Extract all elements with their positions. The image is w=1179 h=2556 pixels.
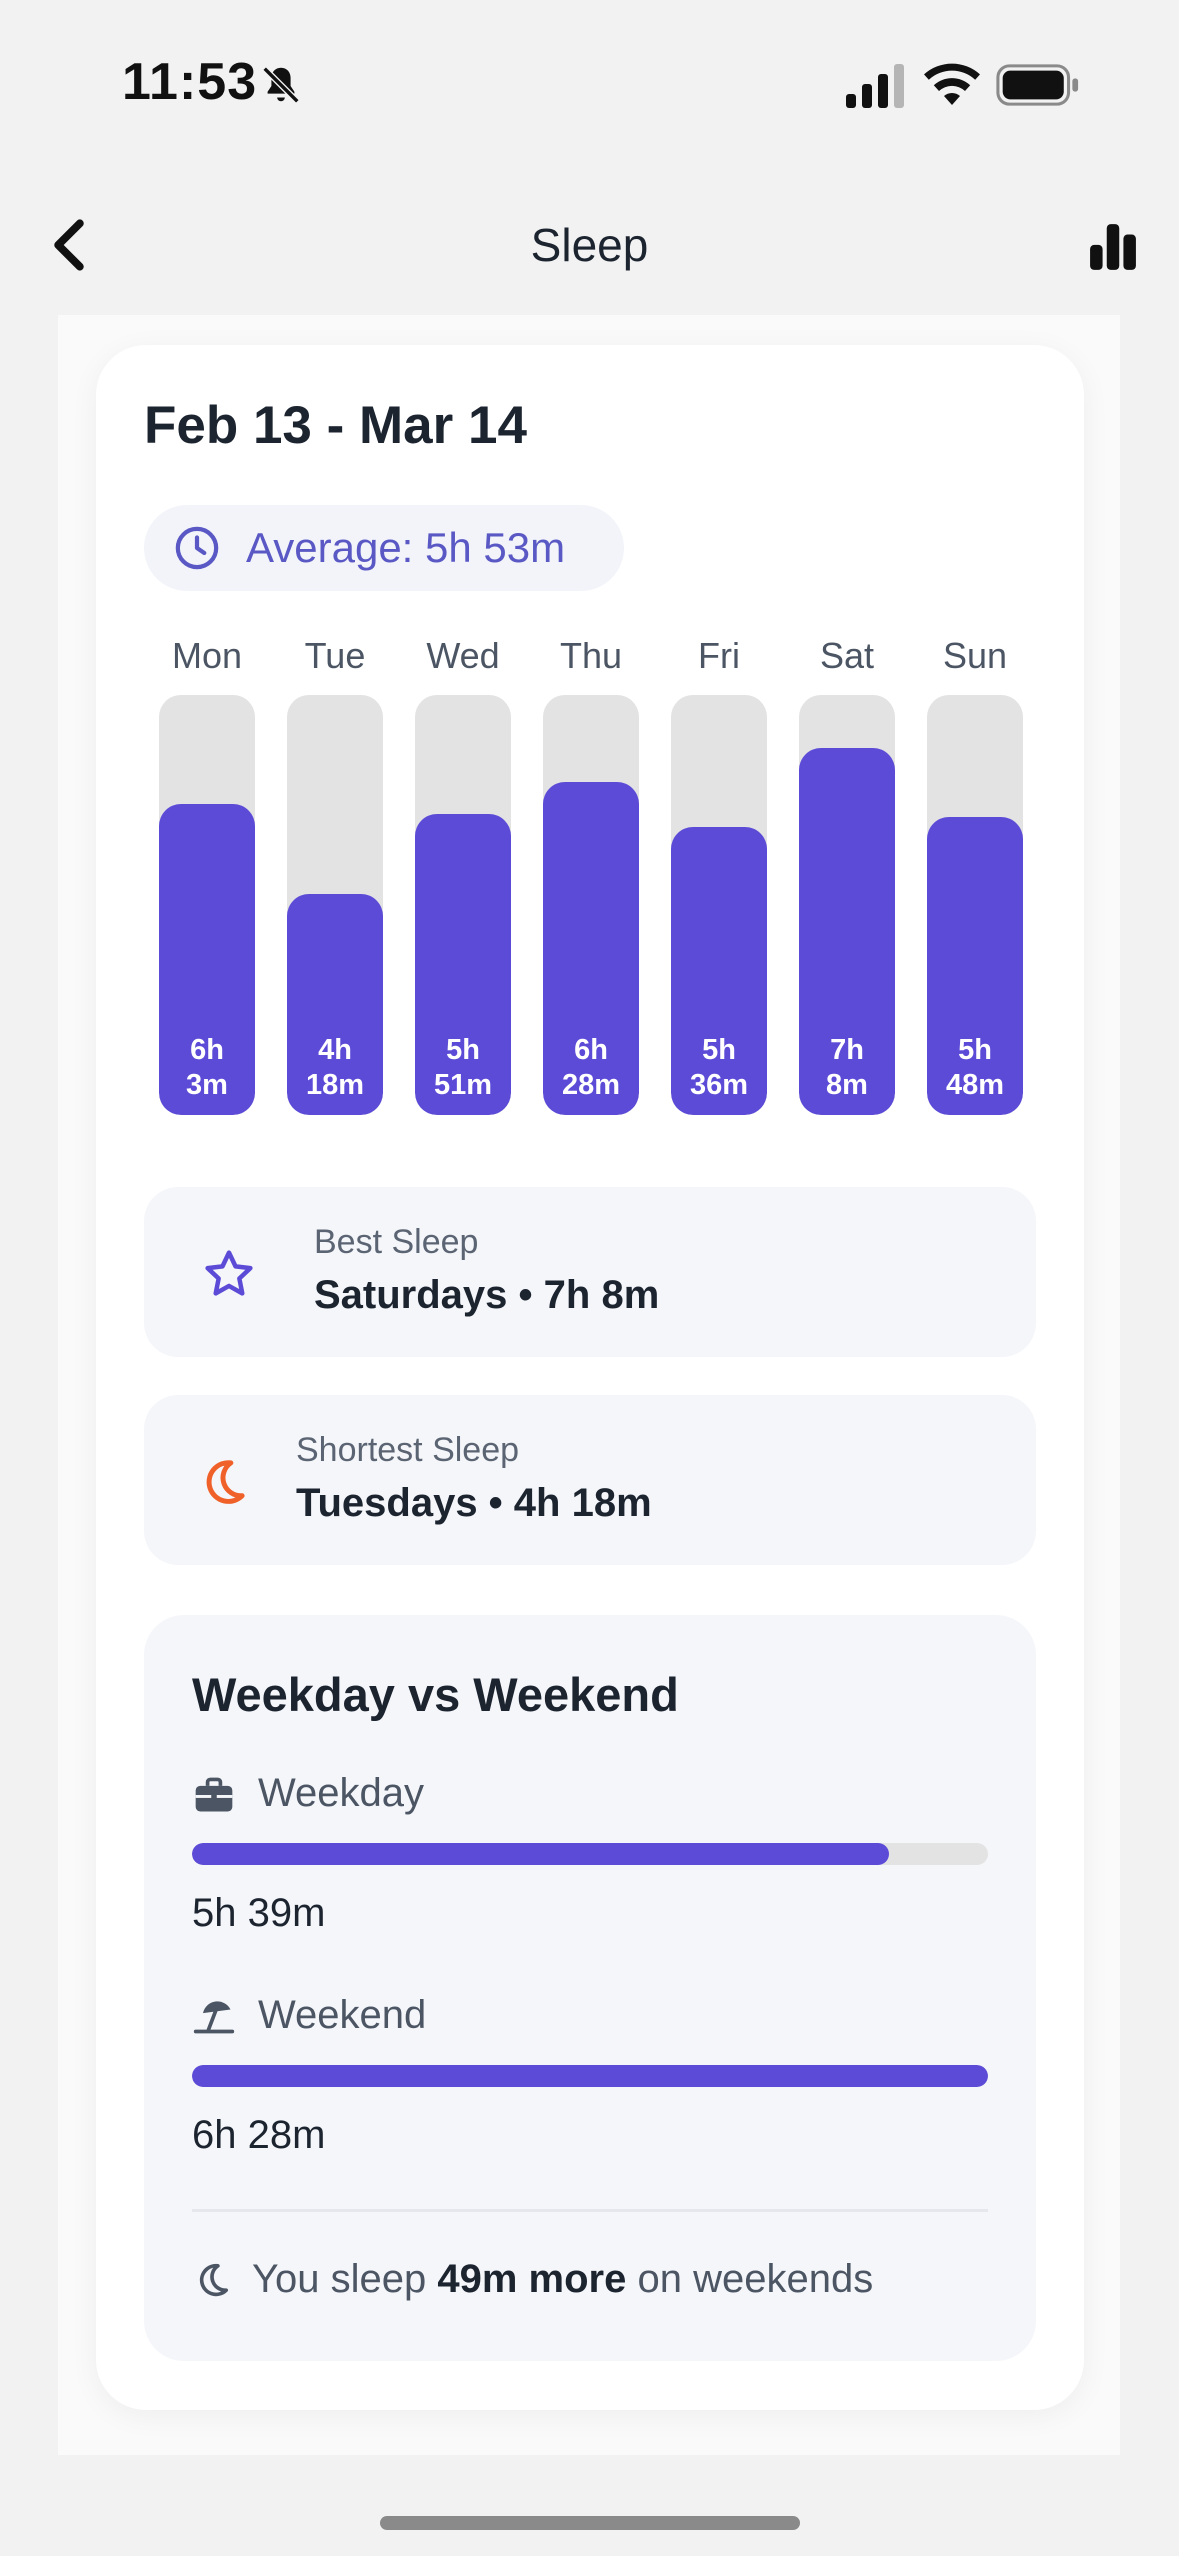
- status-time: 11:53: [122, 53, 258, 111]
- divider: [192, 2209, 988, 2212]
- weekend-label: Weekend: [258, 1993, 427, 2037]
- moon-icon: [199, 2263, 229, 2296]
- chart-bar-track: 5h 36m: [671, 695, 767, 1115]
- clock-icon: [175, 526, 219, 570]
- weekday-vs-weekend-card: Weekday vs Weekend Weekday 5h 39m Weeken…: [144, 1615, 1036, 2361]
- moon-icon: [206, 1460, 245, 1504]
- average-text: Average: 5h 53m: [246, 524, 566, 571]
- chart-day-label: Sat: [819, 635, 875, 676]
- chart-bar-track: 5h 51m: [415, 695, 511, 1115]
- shortest-sleep-value: Tuesdays • 4h 18m: [296, 1481, 652, 1525]
- chart-bar: 6h 28m: [543, 782, 639, 1115]
- chart-day-label: Thu: [559, 635, 623, 676]
- weekend-progress-bar: [192, 2065, 988, 2087]
- average-pill: Average: 5h 53m: [144, 505, 624, 591]
- weekday-label: Weekday: [258, 1771, 425, 1815]
- chart-bar: 6h 3m: [159, 804, 255, 1115]
- home-indicator[interactable]: [380, 2516, 800, 2530]
- date-range: Feb 13 - Mar 14: [144, 396, 527, 455]
- battery-icon: [996, 64, 1079, 106]
- weekly-sleep-chart: Mon 6h 3m Tue 4h 18m Wed 5h 51m Thu 6h 28m Fri 5h 36m S…: [96, 635, 1084, 1115]
- briefcase-icon: [195, 1777, 233, 1812]
- chart-bar-value-label: 5h 36m: [689, 1034, 749, 1101]
- shortest-sleep-card: Shortest Sleep Tuesdays • 4h 18m: [144, 1395, 1036, 1565]
- weekend-value: 6h 28m: [192, 2113, 326, 2157]
- chart-bar: 7h 8m: [799, 748, 895, 1115]
- chart-bar-track: 6h 28m: [543, 695, 639, 1115]
- chart-bar: 4h 18m: [287, 894, 383, 1115]
- chart-bar: 5h 36m: [671, 827, 767, 1115]
- chart-day-label: Wed: [426, 635, 500, 676]
- stats-button[interactable]: [1078, 212, 1148, 282]
- shortest-sleep-label: Shortest Sleep: [296, 1431, 520, 1469]
- weekend-progress-fill: [192, 2065, 988, 2087]
- bell-muted-icon: [262, 66, 300, 104]
- chart-day-label: Mon: [171, 635, 243, 676]
- nav-bar: Sleep: [0, 190, 1179, 300]
- star-icon: [205, 1250, 253, 1296]
- cellular-signal-icon: [846, 64, 904, 108]
- best-sleep-label: Best Sleep: [314, 1223, 479, 1261]
- chart-bar-value-label: 7h 8m: [826, 1034, 868, 1101]
- weekend-difference-note: You sleep 49m more on weekends: [192, 2257, 873, 2302]
- weekday-progress-fill: [192, 1843, 889, 1865]
- weekday-vs-weekend-title: Weekday vs Weekend: [192, 1668, 679, 1721]
- status-bar: 11:53: [0, 0, 1179, 170]
- chart-bar-value-label: 5h 48m: [945, 1034, 1005, 1101]
- chart-bar-track: 6h 3m: [159, 695, 255, 1115]
- chart-bar: 5h 48m: [927, 817, 1023, 1115]
- note-suffix: on weekends: [637, 2257, 874, 2301]
- weekday-progress-bar: [192, 1843, 988, 1865]
- chart-day-label: Tue: [304, 635, 366, 676]
- chart-bar: 5h 51m: [415, 814, 511, 1115]
- chart-bar-value-label: 6h 28m: [561, 1034, 621, 1101]
- chart-bar-value-label: 5h 51m: [433, 1034, 493, 1101]
- chart-day-label: Sun: [942, 635, 1008, 676]
- chart-bar-track: 5h 48m: [927, 695, 1023, 1115]
- chart-day-label: Fri: [698, 635, 740, 676]
- beach-umbrella-icon: [193, 2001, 235, 2034]
- chart-bar-track: 4h 18m: [287, 695, 383, 1115]
- back-button[interactable]: [34, 210, 104, 280]
- note-bold: 49m more: [437, 2257, 627, 2301]
- wifi-icon: [924, 63, 980, 105]
- chart-bar-value-label: 4h 18m: [305, 1034, 365, 1101]
- chart-bar-track: 7h 8m: [799, 695, 895, 1115]
- best-sleep-value: Saturdays • 7h 8m: [314, 1273, 660, 1317]
- note-prefix: You sleep: [252, 2257, 427, 2301]
- sleep-summary-card: Feb 13 - Mar 14 Average: 5h 53m Mon 6h 3m T…: [96, 345, 1084, 2410]
- bar-chart-icon: [1090, 224, 1136, 270]
- page-title: Sleep: [530, 219, 649, 271]
- chart-bar-value-label: 6h 3m: [186, 1034, 228, 1101]
- chevron-left-icon: [54, 219, 84, 271]
- best-sleep-card: Best Sleep Saturdays • 7h 8m: [144, 1187, 1036, 1357]
- weekday-value: 5h 39m: [192, 1891, 326, 1935]
